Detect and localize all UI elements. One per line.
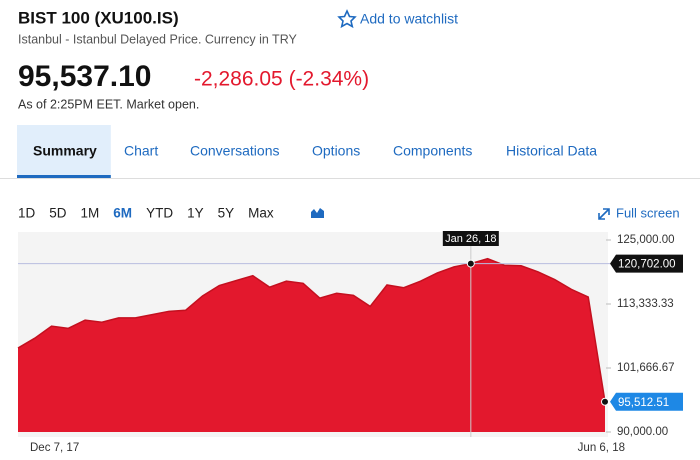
x-tick-label: Dec 7, 17 [30,442,79,454]
range-button[interactable]: 1D [18,206,36,221]
range-button[interactable]: YTD [146,206,173,221]
range-button[interactable]: 5D [49,206,67,221]
value-label-box [610,392,683,411]
crosshair-label: Jan 26, 18 [445,233,496,245]
point [466,259,475,268]
y-tick-label: 90,000.00 [617,426,668,438]
tab[interactable]: Conversations [190,143,280,159]
y-tick-label: 101,666.67 [617,362,675,374]
title: BIST 100 (XU100.IS) [18,8,179,27]
tab-active-underline [17,175,111,178]
star-icon [337,9,357,29]
tab-active-background [17,125,111,178]
tab-bar: Summary Chart Conversations Options Componen… [17,125,597,178]
y-tick-label: 125,000.00 [617,234,675,246]
watchlist-button[interactable]: Add to watchlist [337,9,458,29]
status: As of 2:25PM EET. Market open. [18,97,199,111]
tab[interactable]: Historical Data [506,143,597,159]
crosshair-label-box [442,231,499,246]
area-line [17,257,606,402]
value-label: 120,702.00 [618,259,676,271]
price-change: -2,286.05 (-2.34%) [194,68,369,91]
x-tick-label: Jun 6, 18 [578,442,625,454]
tab[interactable]: Chart [124,143,158,159]
range-button[interactable]: 6M [113,206,132,221]
range-button[interactable]: Max [248,206,274,221]
full-screen-label[interactable]: Full screen [616,205,680,220]
subtitle: Istanbul - Istanbul Delayed Price. Curre… [18,32,297,46]
range-button[interactable]: 5Y [218,206,235,221]
full-screen-button[interactable]: Full screen [598,205,680,220]
range-button[interactable]: 1M [81,206,100,221]
value-label-box [610,254,683,273]
tab[interactable]: Components [393,143,472,159]
point [601,397,609,406]
expand-icon [598,208,610,220]
price: 95,537.10 [18,60,151,93]
watchlist-label[interactable]: Add to watchlist [360,11,458,27]
range-bar: 1D 5D 1M 6M YTD 1Y 5Y Max [18,206,274,221]
chart: 125,000.00 113,333.33 101,666.67 90,000.00 D… [17,231,683,454]
chart-type-icon[interactable] [311,208,324,218]
range-button[interactable]: 1Y [187,206,204,221]
area [18,258,605,432]
tab[interactable]: Summary [33,143,97,159]
value-label: 95,512.51 [618,397,669,409]
tab[interactable]: Options [312,143,360,159]
y-tick-label: 113,333.33 [617,298,674,310]
